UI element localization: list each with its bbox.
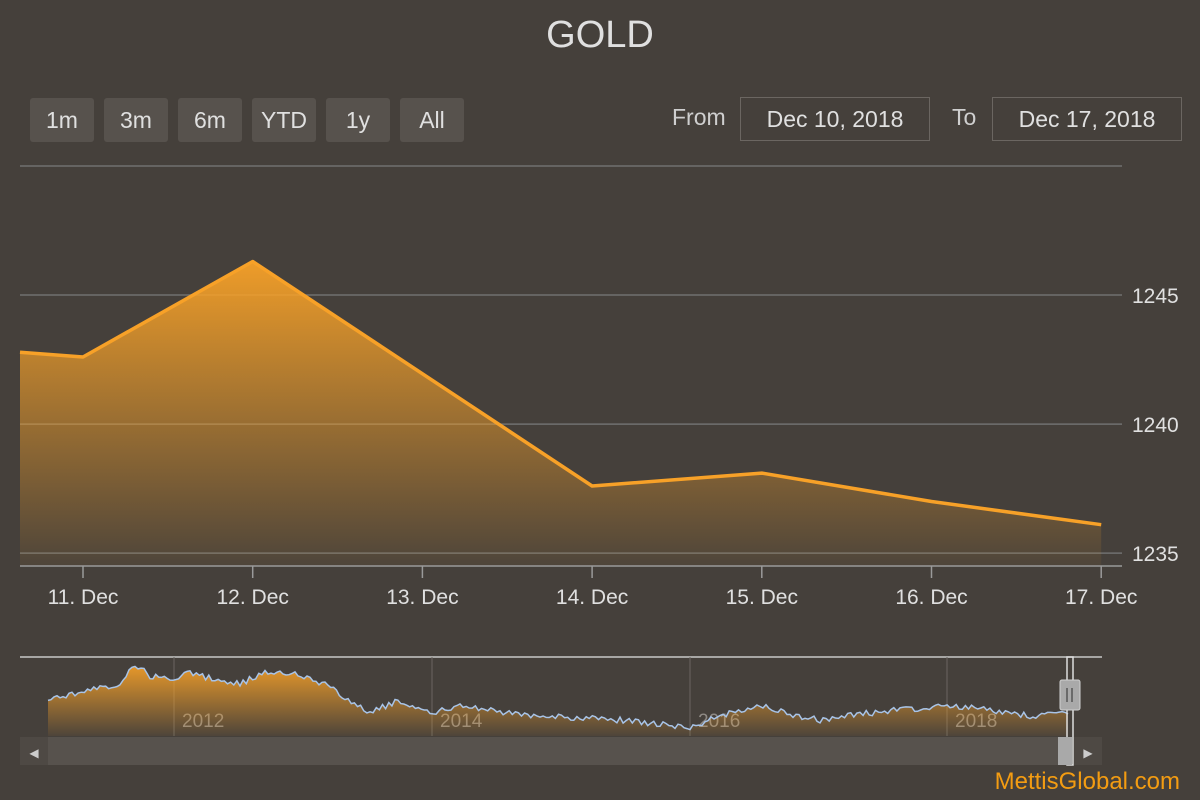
to-label: To [952, 104, 977, 130]
range-button-1m[interactable]: 1m [30, 98, 94, 142]
range-button-3m[interactable]: 3m [104, 98, 168, 142]
x-tick-label: 15. Dec [726, 586, 798, 609]
to-date-input[interactable] [992, 97, 1182, 141]
series-area [20, 261, 1102, 566]
watermark: MettisGlobal.com [994, 768, 1180, 795]
range-button-6m[interactable]: 6m [178, 98, 242, 142]
scroll-left-button[interactable] [20, 737, 48, 765]
y-tick-label: 1235 [1132, 543, 1179, 566]
range-button-1y[interactable]: 1y [326, 98, 390, 142]
y-tick-label: 1240 [1132, 414, 1179, 437]
navigator-line [47, 665, 1069, 731]
range-button-ytd[interactable]: YTD [252, 98, 316, 142]
scroll-left-icon: ◀ [29, 746, 39, 760]
scrollbar-track[interactable] [48, 737, 1072, 765]
chart-title: GOLD [546, 14, 654, 56]
navigator-handle[interactable] [1059, 679, 1081, 711]
navigator-area [48, 666, 1068, 736]
y-tick-label: 1245 [1132, 285, 1179, 308]
x-tick-label: 12. Dec [217, 586, 289, 609]
x-tick-label: 13. Dec [386, 586, 458, 609]
scroll-right-icon: ▶ [1083, 746, 1093, 760]
scroll-right-button[interactable] [1074, 737, 1102, 765]
x-tick-label: 14. Dec [556, 586, 628, 609]
from-label: From [672, 104, 726, 130]
from-date-input[interactable] [740, 97, 930, 141]
x-tick-label: 16. Dec [895, 586, 967, 609]
range-button-all[interactable]: All [400, 98, 464, 142]
x-tick-label: 17. Dec [1065, 586, 1137, 609]
scrollbar-thumb[interactable] [1058, 737, 1072, 765]
x-tick-label: 11. Dec [48, 586, 119, 609]
